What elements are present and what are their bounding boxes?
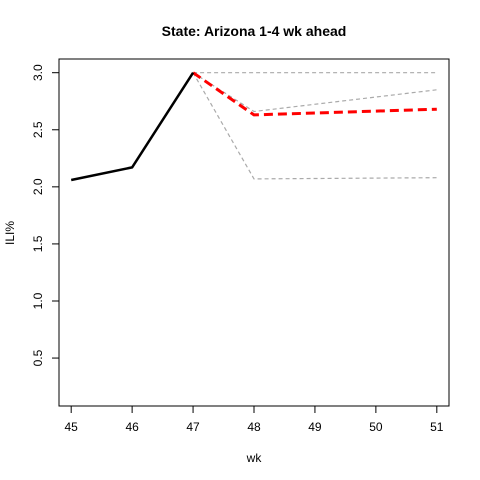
- bound-series-line: [192, 72, 437, 180]
- y-axis: 0.5 1.0 1.5 2.0 2.5 3.0: [31, 64, 59, 366]
- y-tick-label: 3.0: [31, 64, 45, 81]
- x-tick-label: 45: [65, 420, 79, 434]
- y-axis-label: ILI%: [3, 221, 17, 245]
- x-axis: 45 46 47 48 49 50 51: [65, 406, 444, 434]
- y-tick-label: 1.0: [31, 292, 45, 309]
- x-tick-label: 48: [247, 420, 261, 434]
- x-tick-label: 49: [308, 420, 322, 434]
- series-layer: [70, 71, 437, 182]
- x-tick-label: 51: [430, 420, 444, 434]
- chart-title: State: Arizona 1-4 wk ahead: [162, 23, 347, 39]
- forecast-series-line: [192, 71, 437, 117]
- y-tick-label: 2.5: [31, 121, 45, 138]
- x-axis-label: wk: [246, 451, 263, 465]
- y-tick-label: 2.0: [31, 178, 45, 195]
- y-tick-label: 0.5: [31, 349, 45, 366]
- x-tick-label: 47: [186, 420, 200, 434]
- x-tick-label: 50: [369, 420, 383, 434]
- x-tick-label: 46: [125, 420, 139, 434]
- observed-series-line: [70, 72, 195, 182]
- y-tick-label: 1.5: [31, 235, 45, 252]
- bound-series-line: [192, 72, 437, 113]
